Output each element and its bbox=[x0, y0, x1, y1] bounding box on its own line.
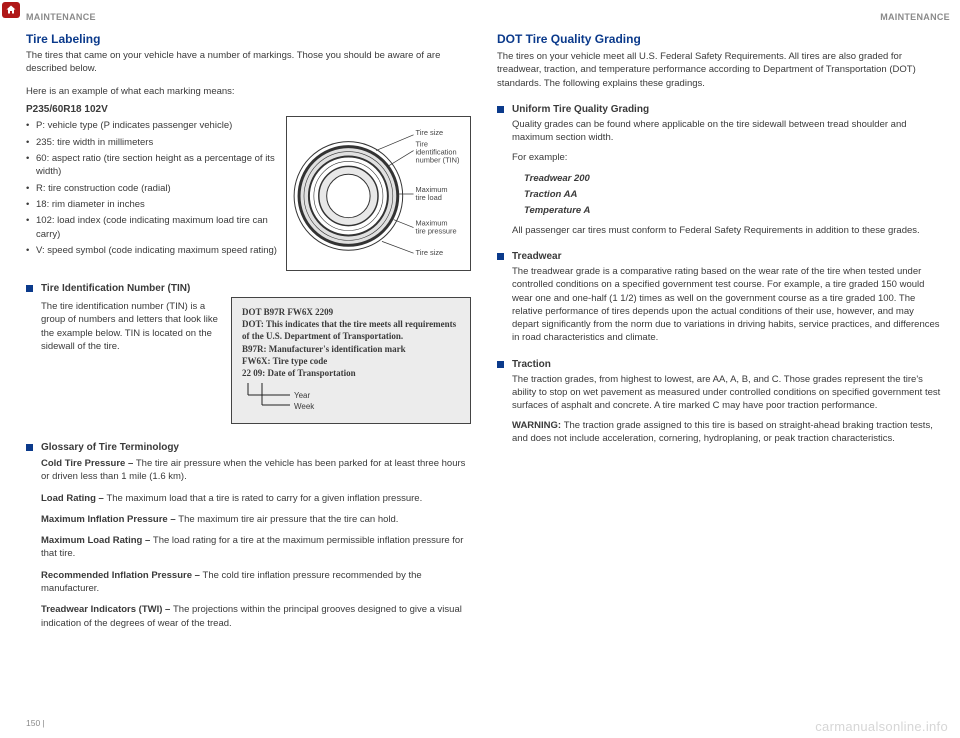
code-bullets: P: vehicle type (P indicates passenger v… bbox=[26, 119, 281, 257]
bullet-item: 18: rim diameter in inches bbox=[26, 198, 281, 211]
glossary-item: Maximum Inflation Pressure – The maximum… bbox=[41, 513, 471, 526]
example-code: P235/60R18 102V bbox=[26, 104, 281, 115]
utqg-p1: Quality grades can be found where applic… bbox=[512, 118, 942, 145]
diagram-label: number (TIN) bbox=[416, 155, 460, 164]
utqg-heading: Uniform Tire Quality Grading bbox=[512, 104, 649, 115]
tire-diagram: Tire size Tire identification number (TI… bbox=[286, 116, 471, 271]
glossary-list: Cold Tire Pressure – The tire air pressu… bbox=[26, 457, 471, 630]
left-intro: The tires that came on your vehicle have… bbox=[26, 50, 471, 76]
utqg-examples: Treadwear 200 Traction AA Temperature A bbox=[524, 172, 942, 218]
traction-heading-row: Traction bbox=[497, 359, 942, 370]
dot-date-line: 22 09: Date of Transportation bbox=[242, 367, 460, 379]
tin-heading: Tire Identification Number (TIN) bbox=[41, 283, 190, 294]
traction-body: The traction grades, from highest to low… bbox=[512, 373, 942, 413]
week-label: Week bbox=[294, 402, 314, 413]
bullet-item: 235: tire width in millimeters bbox=[26, 136, 281, 149]
glossary-item: Cold Tire Pressure – The tire air pressu… bbox=[41, 457, 471, 484]
diagram-label: tire load bbox=[416, 193, 442, 202]
treadwear-heading-row: Treadwear bbox=[497, 251, 942, 262]
glossary-heading: Glossary of Tire Terminology bbox=[41, 442, 179, 453]
right-column: DOT Tire Quality Grading The tires on yo… bbox=[497, 32, 942, 710]
left-column: Tire Labeling The tires that came on you… bbox=[26, 32, 471, 710]
glossary-item: Treadwear Indicators (TWI) – The project… bbox=[41, 603, 471, 630]
traction-warning: WARNING: The traction grade assigned to … bbox=[512, 419, 942, 446]
utqg-ex: Temperature A bbox=[524, 204, 942, 217]
square-bullet-icon bbox=[26, 444, 33, 451]
bullet-item: P: vehicle type (P indicates passenger v… bbox=[26, 119, 281, 132]
home-icon[interactable] bbox=[2, 2, 20, 18]
utqg-for-example: For example: bbox=[512, 151, 942, 164]
dot-line: B97R: Manufacturer's identification mark bbox=[242, 343, 460, 355]
year-label: Year bbox=[294, 391, 310, 402]
diagram-label: Tire size bbox=[416, 248, 444, 257]
content-columns: Tire Labeling The tires that came on you… bbox=[26, 32, 942, 710]
square-bullet-icon bbox=[497, 106, 504, 113]
example-lead: Here is an example of what each marking … bbox=[26, 86, 281, 99]
glossary-item: Recommended Inflation Pressure – The col… bbox=[41, 569, 471, 596]
utqg-block: Quality grades can be found where applic… bbox=[512, 118, 942, 218]
diagram-label: tire pressure bbox=[416, 226, 457, 235]
diagram-label: Tire size bbox=[416, 127, 444, 136]
utqg-ex: Treadwear 200 bbox=[524, 172, 942, 185]
bullet-item: 102: load index (code indicating maximum… bbox=[26, 214, 281, 241]
page-header: MAINTENANCE MAINTENANCE bbox=[26, 12, 950, 22]
bullet-item: V: speed symbol (code indicating maximum… bbox=[26, 244, 281, 257]
glossary-item: Maximum Load Rating – The load rating fo… bbox=[41, 534, 471, 561]
glossary-heading-row: Glossary of Tire Terminology bbox=[26, 442, 471, 453]
tin-heading-row: Tire Identification Number (TIN) bbox=[26, 283, 471, 294]
treadwear-body: The treadwear grade is a comparative rat… bbox=[512, 265, 942, 345]
bullet-item: R: tire construction code (radial) bbox=[26, 182, 281, 195]
left-list-area: Here is an example of what each marking … bbox=[26, 86, 281, 257]
utqg-heading-row: Uniform Tire Quality Grading bbox=[497, 104, 942, 115]
dot-line: FW6X: Tire type code bbox=[242, 355, 460, 367]
header-left: MAINTENANCE bbox=[26, 12, 96, 22]
glossary-item: Load Rating – The maximum load that a ti… bbox=[41, 492, 471, 505]
header-right: MAINTENANCE bbox=[880, 12, 950, 22]
page-number: 150 | bbox=[26, 718, 45, 728]
treadwear-heading: Treadwear bbox=[512, 251, 561, 262]
dot-line: DOT B97R FW6X 2209 bbox=[242, 306, 460, 318]
left-title: Tire Labeling bbox=[26, 32, 471, 46]
right-title: DOT Tire Quality Grading bbox=[497, 32, 942, 46]
square-bullet-icon bbox=[497, 253, 504, 260]
square-bullet-icon bbox=[26, 285, 33, 292]
tin-wrap: The tire identification number (TIN) is … bbox=[41, 297, 471, 424]
utqg-p2: All passenger car tires must conform to … bbox=[512, 224, 942, 237]
right-intro: The tires on your vehicle meet all U.S. … bbox=[497, 50, 942, 90]
watermark: carmanualsonline.info bbox=[815, 719, 948, 734]
dot-info-box: DOT B97R FW6X 2209 DOT: This indicates t… bbox=[231, 297, 471, 424]
date-diagram: Year Week bbox=[242, 383, 460, 417]
left-top-wrap: Here is an example of what each marking … bbox=[26, 86, 471, 257]
dot-line: DOT: This indicates that the tire meets … bbox=[242, 318, 460, 342]
tin-body: The tire identification number (TIN) is … bbox=[41, 300, 221, 424]
square-bullet-icon bbox=[497, 361, 504, 368]
traction-heading: Traction bbox=[512, 359, 551, 370]
utqg-ex: Traction AA bbox=[524, 188, 942, 201]
bullet-item: 60: aspect ratio (tire section height as… bbox=[26, 152, 281, 179]
